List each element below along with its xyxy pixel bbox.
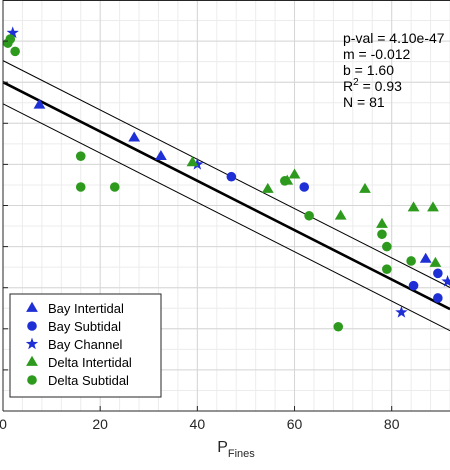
point-bay-subtidal [408,280,419,291]
point-delta-intertidal [427,201,439,212]
stat-r-squared-sup: 2 [353,77,359,88]
data-points [3,26,450,332]
point-delta-subtidal [109,182,120,192]
point-delta-intertidal [429,256,442,267]
fit-line [2,81,450,311]
point-delta-subtidal [280,176,290,186]
point-delta-subtidal [304,210,314,221]
legend-label-bay-subtidal: Bay Subtidal [48,319,121,334]
legend-marker-delta-intertidal [26,355,38,366]
point-bay-channel [191,157,204,170]
legend-markers [25,301,39,385]
legend: Bay Intertidal Bay Subtidal Bay Channel … [9,293,162,398]
legend-label-delta-subtidal: Delta Subtidal [48,373,129,388]
x-tick-label: 40 [190,416,206,432]
legend-label-bay-channel: Bay Channel [48,337,123,352]
stat-intercept: b = 1.60 [343,62,394,78]
legend-marker-bay-intertidal [26,301,38,312]
stat-n: N = 81 [343,94,385,110]
point-delta-subtidal [75,151,86,161]
x-tick-label: 80 [384,416,400,432]
point-bay-subtidal [433,293,443,303]
stat-r-squared: R2 = 0.93 [343,77,402,94]
point-bay-channel [395,305,408,318]
x-tick-label: 20 [92,416,108,432]
legend-marker-delta-subtidal [27,375,37,385]
legend-label-bay-intertidal: Bay Intertidal [48,301,124,316]
point-delta-intertidal [288,168,301,179]
stat-r-squared-value: = 0.93 [359,78,402,94]
point-bay-intertidal [155,149,167,161]
point-bay-channel [441,275,450,287]
stats-annotation: p-val = 4.10e-47 m = -0.012 b = 1.60 R2 … [343,30,445,110]
legend-label-delta-intertidal: Delta Intertidal [48,355,132,370]
point-delta-subtidal [382,264,392,275]
x-axis-label-base: P [217,439,228,456]
point-delta-subtidal [406,256,416,266]
point-delta-intertidal [186,156,199,167]
point-delta-subtidal [377,229,387,240]
point-bay-subtidal [433,268,443,279]
point-bay-intertidal [33,98,46,109]
point-bay-intertidal [128,131,141,142]
x-tick-label: 60 [287,416,303,432]
point-delta-intertidal [376,217,388,228]
point-delta-subtidal [75,182,86,192]
point-delta-subtidal [10,46,20,57]
stat-slope: m = -0.012 [343,46,411,62]
legend-marker-bay-channel [25,337,39,350]
regression-fit [2,60,450,332]
x-axis-label: PFines [217,439,255,460]
fit-lower-bound [2,103,450,332]
fit-upper-bound [2,60,450,288]
point-bay-channel [6,26,19,39]
point-delta-intertidal [261,182,274,193]
legend-marker-bay-subtidal [27,321,37,331]
x-axis-label-sub: Fines [228,448,255,460]
point-delta-subtidal [333,321,344,332]
axes: 0 20 40 60 80 [0,0,450,432]
point-delta-subtidal [5,34,16,44]
point-delta-intertidal [407,201,420,212]
stat-p-value: p-val = 4.10e-47 [343,30,445,46]
x-tick-label: 0 [0,416,7,432]
point-delta-intertidal [359,182,371,193]
stat-r-squared-base: R [343,78,353,94]
point-delta-intertidal [334,209,347,220]
point-bay-subtidal [226,171,237,182]
point-delta-subtidal [382,241,392,252]
point-bay-subtidal [299,182,310,192]
point-bay-intertidal [419,252,432,263]
